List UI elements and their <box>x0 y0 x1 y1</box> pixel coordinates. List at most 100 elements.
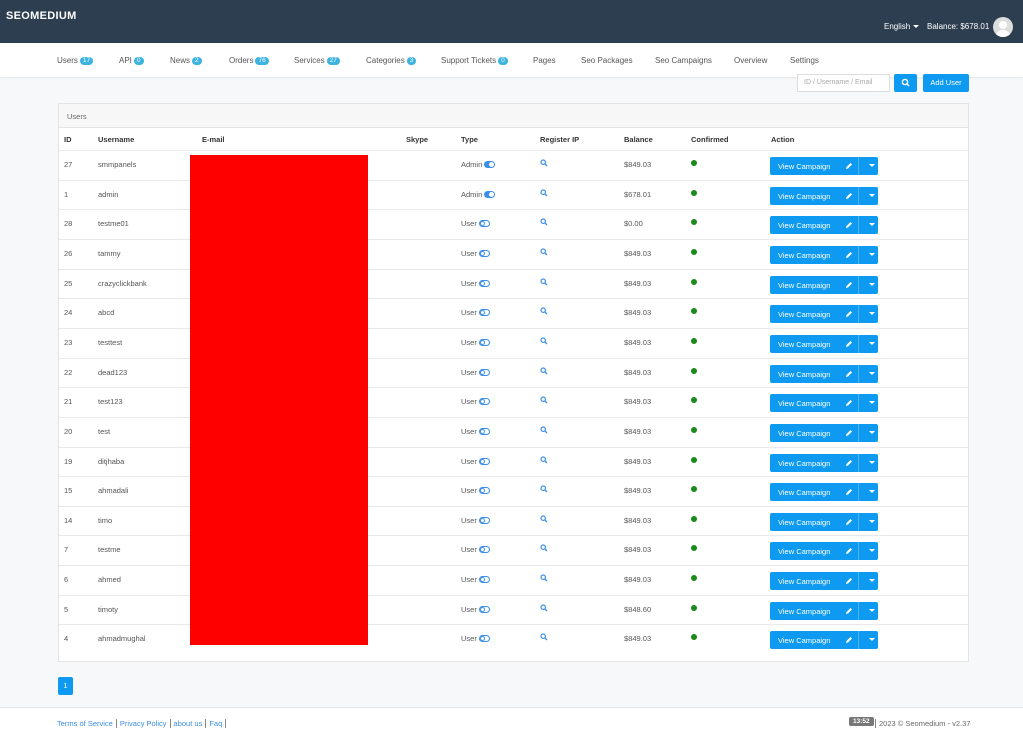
type-toggle[interactable] <box>478 487 490 495</box>
edit-icon[interactable] <box>845 370 853 380</box>
dropdown-caret[interactable] <box>869 371 875 375</box>
avatar[interactable] <box>993 17 1013 37</box>
register-ip-link[interactable] <box>540 633 548 643</box>
language-select[interactable]: English <box>884 22 920 31</box>
dropdown-caret[interactable] <box>869 519 875 523</box>
nav-item[interactable]: Pages <box>533 56 556 65</box>
edit-icon[interactable] <box>845 459 853 469</box>
view-campaign-button[interactable]: View Campaign <box>770 542 878 561</box>
view-campaign-button[interactable]: View Campaign <box>770 483 878 502</box>
edit-icon[interactable] <box>845 251 853 261</box>
edit-icon[interactable] <box>845 607 853 617</box>
dropdown-caret[interactable] <box>869 579 875 583</box>
type-toggle[interactable] <box>478 398 490 406</box>
view-campaign-button[interactable]: View Campaign <box>770 512 878 531</box>
edit-icon[interactable] <box>845 488 853 498</box>
view-campaign-button[interactable]: View Campaign <box>770 453 878 472</box>
type-toggle[interactable] <box>484 161 496 168</box>
view-campaign-button[interactable]: View Campaign <box>770 423 878 442</box>
footer-link[interactable]: Faq <box>206 719 227 728</box>
edit-icon[interactable] <box>845 281 853 291</box>
edit-icon[interactable] <box>845 577 853 587</box>
dropdown-caret[interactable] <box>869 490 875 494</box>
dropdown-caret[interactable] <box>869 608 875 612</box>
dropdown-caret[interactable] <box>869 164 875 167</box>
type-toggle[interactable] <box>478 220 490 228</box>
register-ip-link[interactable] <box>540 366 548 377</box>
nav-item[interactable]: Support Tickets 0 <box>441 56 508 65</box>
view-campaign-button[interactable]: View Campaign <box>770 275 878 294</box>
nav-item[interactable]: Categories 3 <box>366 56 417 65</box>
view-campaign-button[interactable]: View Campaign <box>770 334 878 353</box>
footer-link[interactable]: Privacy Policy <box>116 719 171 728</box>
type-toggle[interactable] <box>478 279 490 287</box>
dropdown-caret[interactable] <box>869 312 875 316</box>
type-toggle[interactable] <box>478 457 490 465</box>
dropdown-caret[interactable] <box>869 223 875 227</box>
view-campaign-button[interactable]: View Campaign <box>770 572 878 591</box>
edit-icon[interactable] <box>845 518 853 528</box>
footer-link[interactable]: Terms of Service <box>57 719 117 728</box>
add-user-button[interactable]: Add User <box>923 74 969 92</box>
dropdown-caret[interactable] <box>869 549 875 553</box>
nav-item[interactable]: Users 17 <box>57 56 94 65</box>
register-ip-link[interactable] <box>540 574 548 584</box>
register-ip-link[interactable] <box>540 248 548 258</box>
edit-icon[interactable] <box>845 429 853 439</box>
nav-item[interactable]: API 0 <box>119 56 144 65</box>
edit-icon[interactable] <box>845 192 853 202</box>
view-campaign-button[interactable]: View Campaign <box>770 186 878 205</box>
register-ip-link[interactable] <box>540 159 548 169</box>
dropdown-caret[interactable] <box>869 282 875 286</box>
view-campaign-button[interactable]: View Campaign <box>770 364 878 383</box>
search-button[interactable] <box>894 74 917 92</box>
type-toggle[interactable] <box>478 249 490 257</box>
view-campaign-button[interactable]: View Campaign <box>770 601 878 620</box>
nav-item[interactable]: Seo Packages <box>581 56 633 65</box>
edit-icon[interactable] <box>845 399 853 409</box>
dropdown-caret[interactable] <box>869 193 875 197</box>
register-ip-link[interactable] <box>540 485 548 495</box>
dropdown-caret[interactable] <box>869 341 875 345</box>
type-toggle[interactable] <box>478 309 490 317</box>
nav-item[interactable]: News 2 <box>170 56 202 65</box>
register-ip-link[interactable] <box>540 544 548 554</box>
view-campaign-button[interactable]: View Campaign <box>770 245 878 264</box>
footer-link[interactable]: about us <box>170 719 207 728</box>
type-toggle[interactable] <box>484 190 496 198</box>
register-ip-link[interactable] <box>540 218 548 228</box>
search-input[interactable]: ID / Username / Email <box>797 74 890 92</box>
type-toggle[interactable] <box>478 635 490 643</box>
register-ip-link[interactable] <box>540 277 548 288</box>
type-toggle[interactable] <box>478 605 490 613</box>
nav-item[interactable]: Orders 76 <box>229 56 269 65</box>
edit-icon[interactable] <box>845 162 853 172</box>
page-button[interactable]: 1 <box>58 677 73 695</box>
brand[interactable]: SEOMEDIUM <box>6 10 77 22</box>
dropdown-caret[interactable] <box>869 638 875 642</box>
type-toggle[interactable] <box>478 368 490 376</box>
register-ip-link[interactable] <box>540 307 548 317</box>
edit-icon[interactable] <box>845 547 853 557</box>
type-toggle[interactable] <box>478 338 490 346</box>
view-campaign-button[interactable]: View Campaign <box>770 394 878 413</box>
dropdown-caret[interactable] <box>869 430 875 434</box>
register-ip-link[interactable] <box>540 604 548 614</box>
view-campaign-button[interactable]: View Campaign <box>770 305 878 324</box>
type-toggle[interactable] <box>478 516 490 524</box>
nav-item[interactable]: Overview <box>734 56 767 65</box>
edit-icon[interactable] <box>845 221 853 231</box>
dropdown-caret[interactable] <box>869 401 875 405</box>
edit-icon[interactable] <box>845 636 853 646</box>
register-ip-link[interactable] <box>540 515 548 525</box>
view-campaign-button[interactable]: View Campaign <box>770 216 878 235</box>
register-ip-link[interactable] <box>540 189 548 199</box>
register-ip-link[interactable] <box>540 337 548 347</box>
view-campaign-button[interactable]: View Campaign <box>770 631 878 650</box>
type-toggle[interactable] <box>478 546 490 554</box>
view-campaign-button[interactable]: View Campaign <box>770 157 878 175</box>
register-ip-link[interactable] <box>540 455 548 466</box>
type-toggle[interactable] <box>478 576 490 584</box>
type-toggle[interactable] <box>478 427 490 435</box>
edit-icon[interactable] <box>845 340 853 350</box>
